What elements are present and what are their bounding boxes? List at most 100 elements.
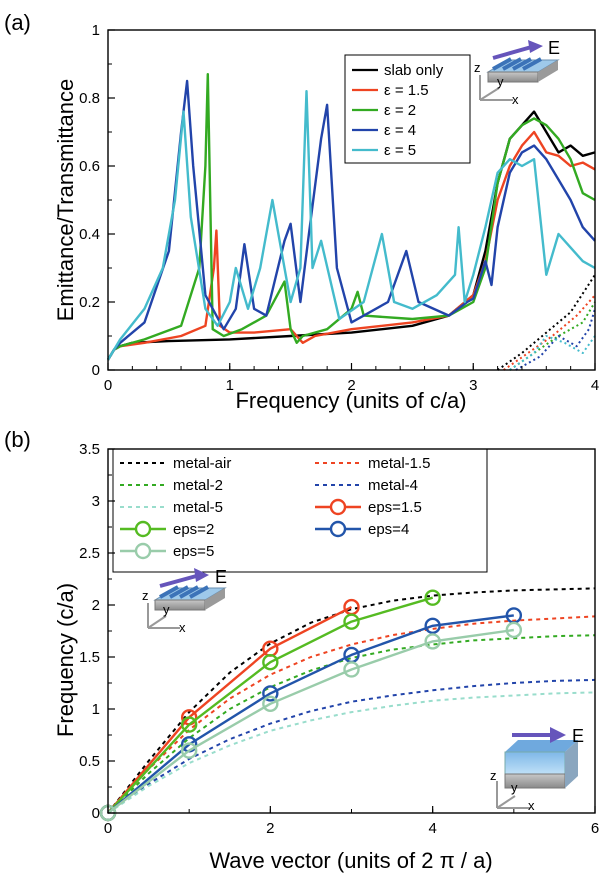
x-tick-label: 3 [469,377,477,394]
y-tick-label: 2 [92,597,100,614]
legend-marker-eps-1-5 [329,498,347,516]
legend-label: metal-2 [173,477,223,494]
legend-label: eps=1.5 [368,499,422,516]
x-tick-label: 2 [347,377,355,394]
series-line-2-dotted [509,301,596,371]
y-tick-label: 0 [92,805,100,822]
y-tick-label: 1 [92,22,100,39]
axis-letter-x: x [512,92,519,107]
series-line-metal-5 [107,691,596,814]
panel-a-ylabel: Emittance/Transmittance [53,79,78,322]
legend-marker-eps-4 [329,520,347,538]
axis-letter-z-b: z [142,588,149,603]
panel-a-xlabel: Frequency (units of c/a) [235,388,466,413]
series-line-metal-2 [107,634,596,814]
series-line-2 [106,72,596,361]
legend-label: ε = 4 [384,122,416,139]
panel-b-ylabel: Frequency (c/a) [53,583,78,737]
legend-label: eps=2 [173,521,214,538]
data-point-eps-4 [424,617,441,634]
data-point-eps-4 [505,607,523,624]
x-tick-label: 2 [266,820,274,837]
panel-a-legend: slab only ε = 1.5 ε = 2 ε = 4 ε = 5 [344,54,471,164]
series-line-metal-1-5 [107,615,596,814]
layered-slab-icon [496,727,578,809]
series-line-eps-1-5 [107,606,353,814]
axis-letter-y-c: y [511,780,518,795]
axis-letter-x-b: x [179,620,186,635]
legend-label: eps=5 [173,543,214,560]
y-tick-label: 0.6 [79,158,100,175]
x-tick-label: 0 [104,820,112,837]
x-tick-label: 1 [226,377,234,394]
data-point-eps-2 [343,613,360,630]
panel-a-label: (a) [4,10,31,35]
y-tick-label: 0.5 [79,753,100,770]
series-line-5-dotted [509,335,596,371]
legend-label: metal-5 [173,499,223,516]
e-field-label: E [548,38,560,58]
e-field-label-c: E [572,726,584,746]
x-tick-label: 0 [104,377,112,394]
panel-a: (a) 0 1 2 3 4 0 0.2 0.4 0.6 0.8 1 Frequency (units… [4,10,599,413]
axis-letter-z: z [474,60,481,75]
legend-label: eps=4 [368,521,409,538]
y-tick-label: 3 [92,493,100,510]
legend-label: slab only [384,62,444,79]
panel-b-legend: metal-air metal-1.5 metal-2 metal-4 metal-5 e… [120,455,431,560]
data-point-eps-2 [180,716,198,733]
y-tick-label: 0.2 [79,294,100,311]
panel-a-ticks: 0 1 2 3 4 0 0.2 0.4 0.6 0.8 1 [79,22,599,394]
panel-b-label: (b) [4,427,31,452]
legend-label: metal-1.5 [368,455,431,472]
y-tick-label: 3.5 [79,441,100,458]
legend-label: metal-air [173,455,231,472]
data-point-eps-5 [505,621,523,639]
x-tick-label: 4 [428,820,436,837]
legend-label: ε = 2 [384,102,416,119]
legend-label: metal-4 [368,477,418,494]
series-line-metal-air [107,587,596,814]
y-tick-label: 0.8 [79,90,100,107]
x-tick-label: 4 [591,377,599,394]
data-point-eps-2 [424,589,441,606]
axis-letter-x-c: x [528,798,535,813]
series-line-4-dotted [515,308,596,371]
data-point-eps-4 [262,685,279,702]
series-line-1-5-dotted [503,294,596,371]
legend-label: ε = 1.5 [384,82,429,99]
panel-b-xlabel: Wave vector (units of 2 π / a) [209,848,492,873]
y-tick-label: 0 [92,362,100,379]
series-line-eps-2 [107,596,434,814]
series-line-1-5 [106,130,596,361]
y-tick-label: 2.5 [79,545,100,562]
axis-letter-y-b: y [163,602,170,617]
series-line-5 [106,89,596,361]
series-line-slab-only-dotted [497,274,596,371]
data-point-eps-1-5 [343,598,360,616]
legend-label: ε = 5 [384,142,416,159]
grating-slab-icon-b [147,568,227,629]
series-line-eps-5 [107,628,514,814]
data-point-eps-2 [262,654,279,671]
data-point-eps-1-5 [262,640,279,657]
legend-marker-eps-2 [134,520,152,538]
data-point-eps-5 [262,695,279,712]
data-point-eps-4 [343,646,360,664]
series-line-eps-4 [107,614,514,814]
series-line-4 [106,79,596,361]
data-point-eps-5 [424,633,441,650]
data-point-eps-5 [180,742,198,759]
data-point-eps-5 [343,661,360,678]
panel-a-series [106,72,596,371]
y-tick-label: 1 [92,701,100,718]
grating-slab-icon [479,40,560,101]
e-field-label-b: E [215,567,227,587]
x-tick-label: 6 [591,820,599,837]
axis-letter-z-c: z [490,768,497,783]
series-line-metal-4 [107,678,596,814]
axis-letter-y: y [497,74,504,89]
panel-b-ticks: 0 2 4 6 0 0.5 1 1.5 2 2.5 3 3.5 [79,441,599,837]
